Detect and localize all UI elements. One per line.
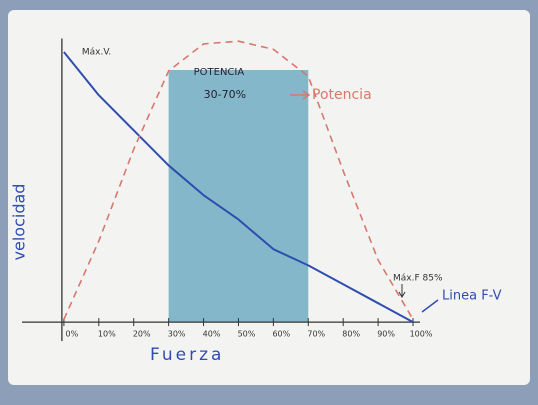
arrow xyxy=(421,299,439,313)
x-tick-label: 70% xyxy=(307,330,325,339)
x-axis-label: Fuerza xyxy=(150,345,224,365)
x-tick-label: 20% xyxy=(133,330,151,339)
x-tick-label: 50% xyxy=(238,330,256,339)
series-line xyxy=(63,40,414,320)
x-tick-label: 40% xyxy=(203,330,221,339)
arrow-head xyxy=(398,291,406,298)
x-tick-label: 100% xyxy=(410,330,433,339)
highlight-label: 30-70% xyxy=(204,88,246,101)
arrow-head xyxy=(302,90,311,100)
x-tick-label: 60% xyxy=(272,330,290,339)
series-line xyxy=(63,51,414,323)
legend-label: Linea F-V xyxy=(442,289,502,304)
annotation: Máx.F 85% xyxy=(393,274,443,284)
annotation: Máx.V. xyxy=(82,48,111,58)
legend-label: Potencia xyxy=(312,87,372,103)
y-axis-label: velocidad xyxy=(10,184,29,261)
x-tick-label: 10% xyxy=(98,330,116,339)
x-tick-label: 30% xyxy=(168,330,186,339)
highlight-region xyxy=(168,70,309,323)
x-tick-label: 0% xyxy=(66,330,79,339)
x-tick-label: 80% xyxy=(342,330,360,339)
highlight-label: POTENCIA xyxy=(194,67,245,78)
x-tick-label: 90% xyxy=(377,330,395,339)
